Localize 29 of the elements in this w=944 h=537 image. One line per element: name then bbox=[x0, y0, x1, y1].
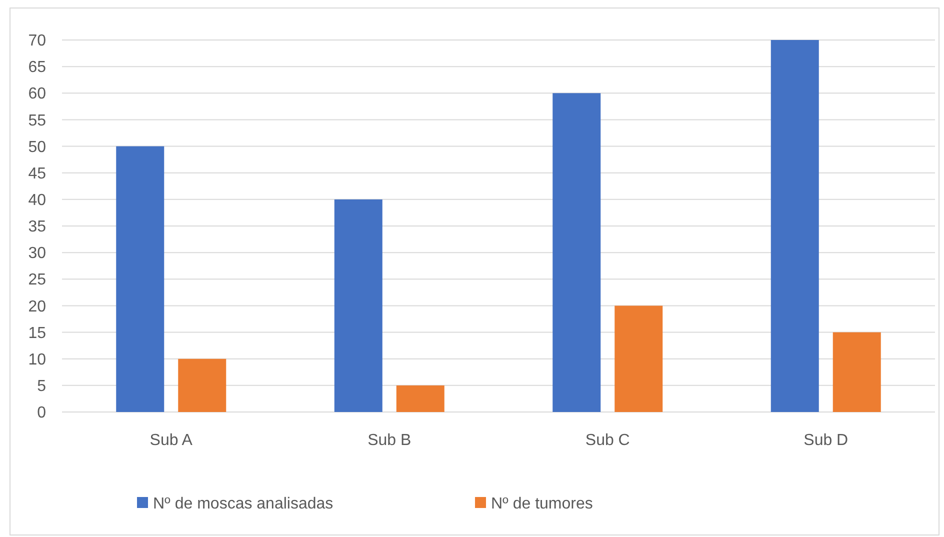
bar bbox=[614, 306, 663, 412]
bar bbox=[770, 40, 819, 412]
x-tick-label: Sub C bbox=[585, 432, 630, 449]
y-tick-label: 55 bbox=[28, 112, 46, 130]
y-tick-label: 60 bbox=[28, 86, 46, 103]
legend-label: Nº de moscas analisadas bbox=[153, 496, 334, 513]
x-tick-label: Sub D bbox=[804, 432, 848, 449]
bar bbox=[334, 199, 382, 412]
y-tick-label: 10 bbox=[28, 351, 46, 368]
y-tick-label: 25 bbox=[28, 272, 46, 289]
bar bbox=[396, 385, 444, 412]
y-tick-label: 45 bbox=[28, 165, 46, 182]
y-tick-label: 20 bbox=[28, 298, 46, 316]
y-tick-label: 5 bbox=[37, 378, 46, 396]
y-tick-label: 30 bbox=[28, 245, 46, 262]
y-tick-label: 65 bbox=[28, 59, 46, 76]
bar bbox=[178, 358, 226, 412]
y-tick-label: 35 bbox=[28, 218, 46, 236]
x-tick-label: Sub B bbox=[368, 432, 412, 449]
y-tick-label: 40 bbox=[28, 192, 46, 210]
legend-label: Nº de tumores bbox=[491, 496, 593, 513]
x-tick-label: Sub A bbox=[150, 432, 193, 449]
y-tick-label: 0 bbox=[37, 404, 46, 422]
y-tick-label: 70 bbox=[28, 32, 46, 50]
y-tick-label: 50 bbox=[28, 138, 46, 156]
bar bbox=[552, 93, 601, 412]
bar bbox=[116, 146, 164, 412]
bar bbox=[832, 332, 881, 412]
y-tick-label: 15 bbox=[28, 324, 46, 342]
